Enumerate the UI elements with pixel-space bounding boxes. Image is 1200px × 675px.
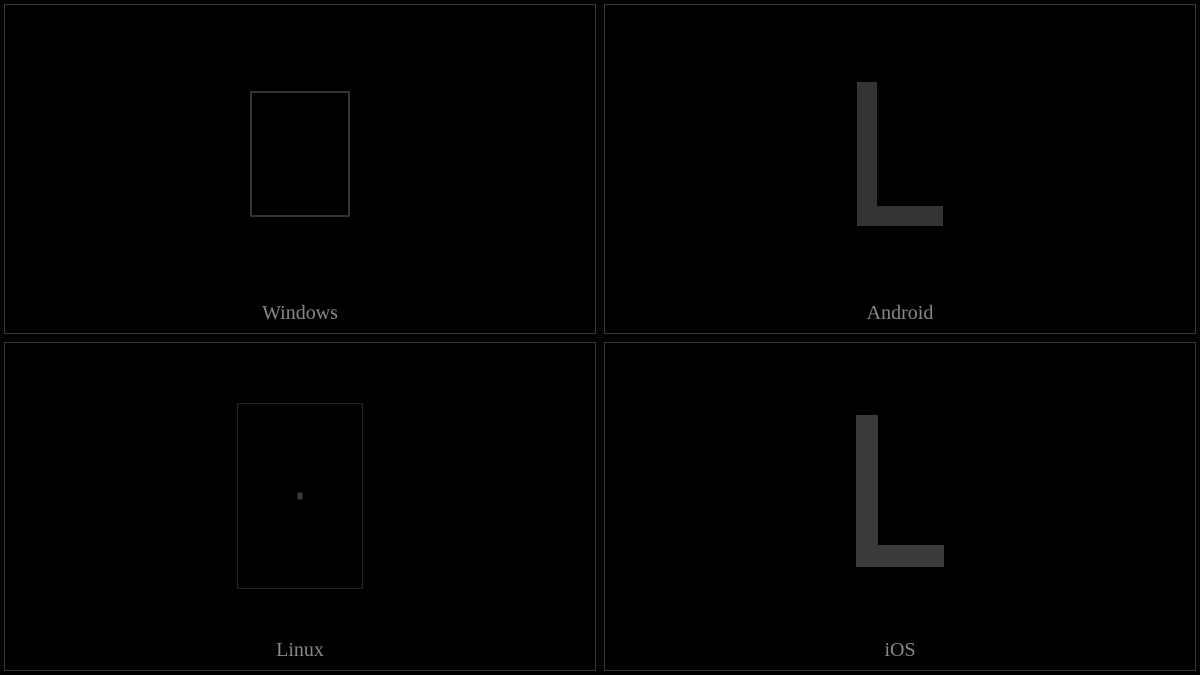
panel-windows: Windows [4,4,596,334]
glyph-windows [250,91,350,217]
glyph-linux [237,403,363,589]
label-ios: iOS [884,639,915,662]
panel-linux: Linux [4,342,596,672]
panel-ios: iOS [604,342,1196,672]
label-linux: Linux [276,639,324,662]
glyph-ios [856,415,944,567]
panel-android: Android [604,4,1196,334]
os-glyph-grid: Windows Android Linux iOS [0,0,1200,675]
glyph-android [857,82,943,226]
label-windows: Windows [262,302,338,325]
label-android: Android [867,302,934,325]
glyph-linux-dot [298,493,303,500]
